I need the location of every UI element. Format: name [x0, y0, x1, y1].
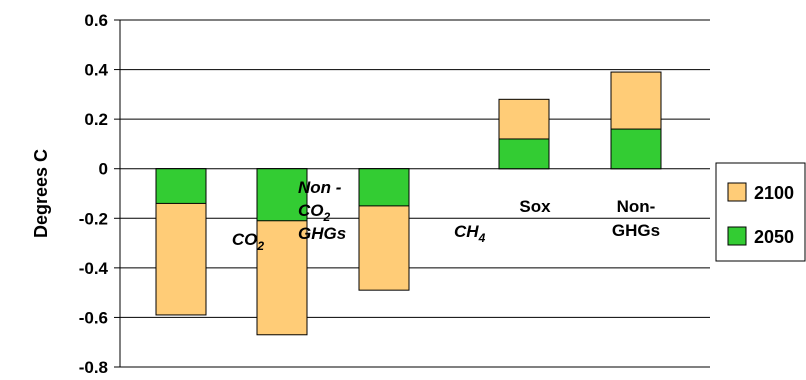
- axes: [114, 19, 121, 368]
- bar-2050-2: [358, 168, 410, 207]
- category-label: GHGs: [298, 224, 346, 243]
- category-label-subscript: 4: [478, 231, 486, 245]
- y-axis-title: Degrees C: [31, 149, 51, 238]
- legend-swatch-2050: [727, 226, 747, 246]
- category-label-text: CO: [298, 201, 324, 220]
- category-label-text: CH: [454, 222, 479, 241]
- y-tick-label: -0.4: [79, 259, 109, 278]
- category-label: CH4: [454, 222, 486, 245]
- legend-label: 2100: [754, 183, 794, 203]
- category-label-text: GHGs: [612, 221, 660, 240]
- category-label-text: Non -: [298, 178, 342, 197]
- y-tick-label: 0.4: [84, 61, 108, 80]
- bar-2050-1: [256, 168, 308, 222]
- category-label-text: Non-: [617, 197, 656, 216]
- bars: [155, 71, 662, 336]
- legend-label: 2050: [754, 227, 794, 247]
- y-tick-label: -0.8: [79, 358, 108, 375]
- y-tick-label: -0.6: [79, 308, 108, 327]
- bar-2050-0: [155, 168, 207, 204]
- y-tick-label: 0.2: [84, 110, 108, 129]
- category-label-subscript: 2: [323, 210, 331, 224]
- y-tick-label: -0.2: [79, 209, 108, 228]
- category-label-text: GHGs: [298, 224, 346, 243]
- category-label-text: Sox: [519, 197, 551, 216]
- category-label-subscript: 2: [256, 239, 264, 253]
- category-label: CO2: [298, 201, 331, 224]
- category-label: GHGs: [612, 221, 660, 240]
- category-label: Sox: [519, 197, 551, 216]
- category-label: CO2: [232, 230, 265, 253]
- y-tick-label: 0.6: [84, 11, 108, 30]
- bar-2050-3: [498, 138, 550, 170]
- legend-swatch-2100: [727, 182, 747, 202]
- gridlines: [120, 19, 710, 368]
- category-label-text: CO: [232, 230, 258, 249]
- y-tick-label: 0: [99, 160, 108, 179]
- category-label: Non -: [298, 178, 342, 197]
- legend: 2100 2050: [715, 162, 806, 262]
- bar-2050-4: [610, 128, 662, 170]
- category-label: Non-: [617, 197, 656, 216]
